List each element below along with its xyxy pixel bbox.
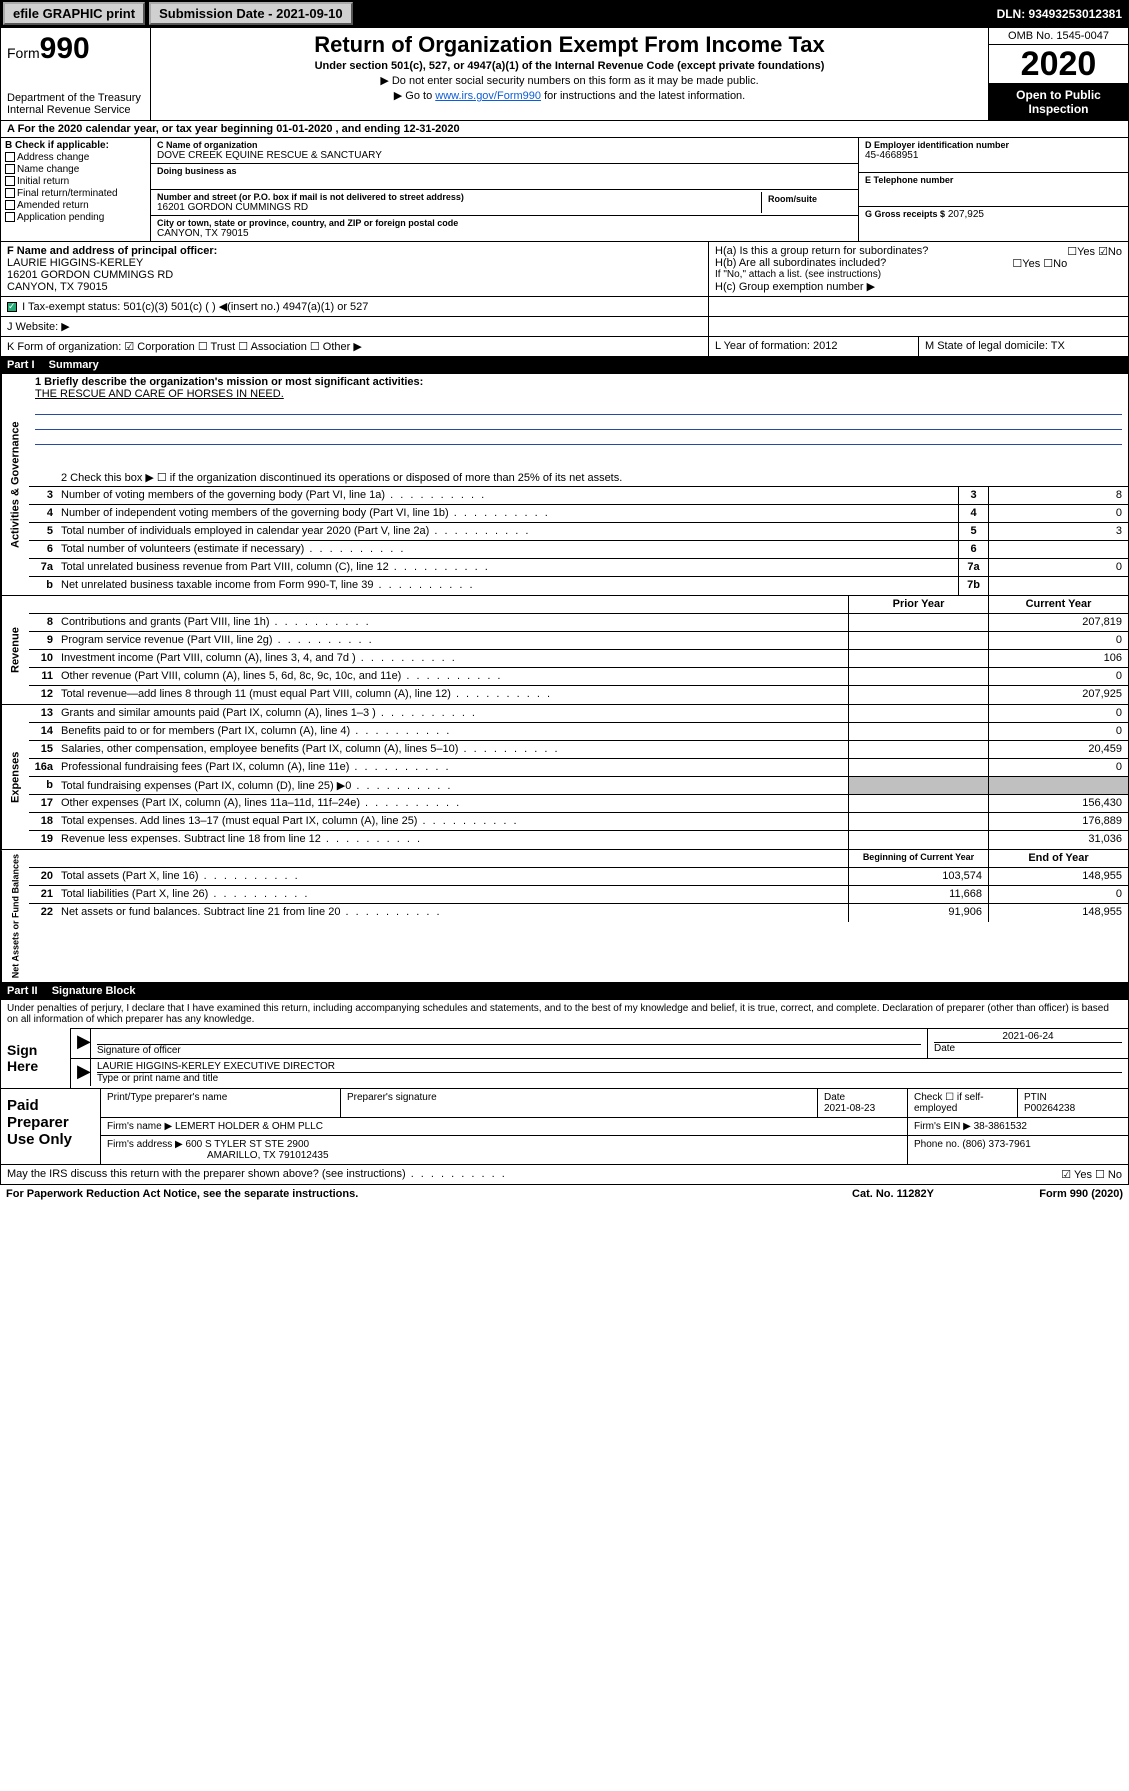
summary-row: 14Benefits paid to or for members (Part … xyxy=(29,723,1128,741)
box-b: B Check if applicable: Address change Na… xyxy=(1,138,151,241)
box-h: H(a) Is this a group return for subordin… xyxy=(708,242,1128,296)
row-l: L Year of formation: 2012 xyxy=(709,337,919,356)
form-subtitle: Under section 501(c), 527, or 4947(a)(1)… xyxy=(159,60,980,72)
line-a: A For the 2020 calendar year, or tax yea… xyxy=(0,121,1129,138)
form-header: Form990 Department of the Treasury Inter… xyxy=(0,27,1129,121)
row-m: M State of legal domicile: TX xyxy=(919,337,1128,356)
form-note-1: ▶ Do not enter social security numbers o… xyxy=(159,74,980,87)
discuss-row: May the IRS discuss this return with the… xyxy=(0,1165,1129,1185)
summary-row: 15Salaries, other compensation, employee… xyxy=(29,741,1128,759)
instructions-link[interactable]: www.irs.gov/Form990 xyxy=(435,90,541,102)
summary-row: 22Net assets or fund balances. Subtract … xyxy=(29,904,1128,922)
form-title: Return of Organization Exempt From Incom… xyxy=(159,32,980,58)
summary-row: 7aTotal unrelated business revenue from … xyxy=(29,559,1128,577)
summary-row: 8Contributions and grants (Part VIII, li… xyxy=(29,614,1128,632)
summary-row: 12Total revenue—add lines 8 through 11 (… xyxy=(29,686,1128,704)
mission-block: 1 Briefly describe the organization's mi… xyxy=(29,374,1128,469)
summary-row: bTotal fundraising expenses (Part IX, co… xyxy=(29,777,1128,795)
summary-row: 18Total expenses. Add lines 13–17 (must … xyxy=(29,813,1128,831)
department-label: Department of the Treasury Internal Reve… xyxy=(7,92,144,116)
org-street: 16201 GORDON CUMMINGS RD xyxy=(157,202,761,213)
org-city: CANYON, TX 79015 xyxy=(157,228,852,239)
dln-label: DLN: 93493253012381 xyxy=(997,7,1128,21)
gross-receipts: 207,925 xyxy=(948,209,984,220)
summary-row: 3Number of voting members of the governi… xyxy=(29,487,1128,505)
summary-row: 11Other revenue (Part VIII, column (A), … xyxy=(29,668,1128,686)
rev-section-label: Revenue xyxy=(1,596,29,704)
box-d: D Employer identification number 45-4668… xyxy=(859,138,1128,173)
summary-row: 4Number of independent voting members of… xyxy=(29,505,1128,523)
summary-row: 20Total assets (Part X, line 16)103,5741… xyxy=(29,868,1128,886)
summary-row: bNet unrelated business taxable income f… xyxy=(29,577,1128,595)
name-arrow-icon: ▶ xyxy=(71,1059,91,1086)
footer: For Paperwork Reduction Act Notice, see … xyxy=(0,1185,1129,1203)
summary-row: 10Investment income (Part VIII, column (… xyxy=(29,650,1128,668)
org-name: DOVE CREEK EQUINE RESCUE & SANCTUARY xyxy=(157,150,852,161)
form-note-2: ▶ Go to www.irs.gov/Form990 for instruct… xyxy=(159,89,980,102)
gov-section-label: Activities & Governance xyxy=(1,374,29,595)
summary-row: 13Grants and similar amounts paid (Part … xyxy=(29,705,1128,723)
box-e: E Telephone number xyxy=(859,173,1128,208)
summary-row: 19Revenue less expenses. Subtract line 1… xyxy=(29,831,1128,849)
signature-arrow-icon: ▶ xyxy=(71,1029,91,1058)
box-c: C Name of organization DOVE CREEK EQUINE… xyxy=(151,138,858,241)
form-number: Form990 xyxy=(7,32,144,66)
exp-section-label: Expenses xyxy=(1,705,29,849)
summary-row: 5Total number of individuals employed in… xyxy=(29,523,1128,541)
summary-row: 21Total liabilities (Part X, line 26)11,… xyxy=(29,886,1128,904)
omb-number: OMB No. 1545-0047 xyxy=(989,28,1128,45)
f-h-row: F Name and address of principal officer:… xyxy=(0,242,1129,297)
efile-print-button[interactable]: efile GRAPHIC print xyxy=(3,2,145,25)
part-2-header: Part II Signature Block xyxy=(0,983,1129,1000)
entity-block: B Check if applicable: Address change Na… xyxy=(0,138,1129,242)
box-f: F Name and address of principal officer:… xyxy=(1,242,708,296)
tax-year: 2020 xyxy=(989,45,1128,84)
part-1-header: Part I Summary xyxy=(0,357,1129,374)
paid-preparer-block: Paid Preparer Use Only Print/Type prepar… xyxy=(0,1089,1129,1165)
top-bar: efile GRAPHIC print Submission Date - 20… xyxy=(0,0,1129,27)
summary-row: 16aProfessional fundraising fees (Part I… xyxy=(29,759,1128,777)
row-k: K Form of organization: ☑ Corporation ☐ … xyxy=(1,337,708,356)
summary-row: 6Total number of volunteers (estimate if… xyxy=(29,541,1128,559)
summary-row: 17Other expenses (Part IX, column (A), l… xyxy=(29,795,1128,813)
row-j: J Website: ▶ xyxy=(1,317,708,336)
row-i: I Tax-exempt status: 501(c)(3) 501(c) ( … xyxy=(1,297,708,316)
signature-block: Under penalties of perjury, I declare th… xyxy=(0,1000,1129,1089)
ein-value: 45-4668951 xyxy=(865,150,1122,161)
sign-here-label: Sign Here xyxy=(1,1028,71,1088)
submission-date: Submission Date - 2021-09-10 xyxy=(149,2,353,25)
nab-section-label: Net Assets or Fund Balances xyxy=(1,850,29,982)
box-g: G Gross receipts $ 207,925 xyxy=(859,207,1128,241)
summary-row: 9Program service revenue (Part VIII, lin… xyxy=(29,632,1128,650)
open-to-public: Open to Public Inspection xyxy=(989,84,1128,120)
